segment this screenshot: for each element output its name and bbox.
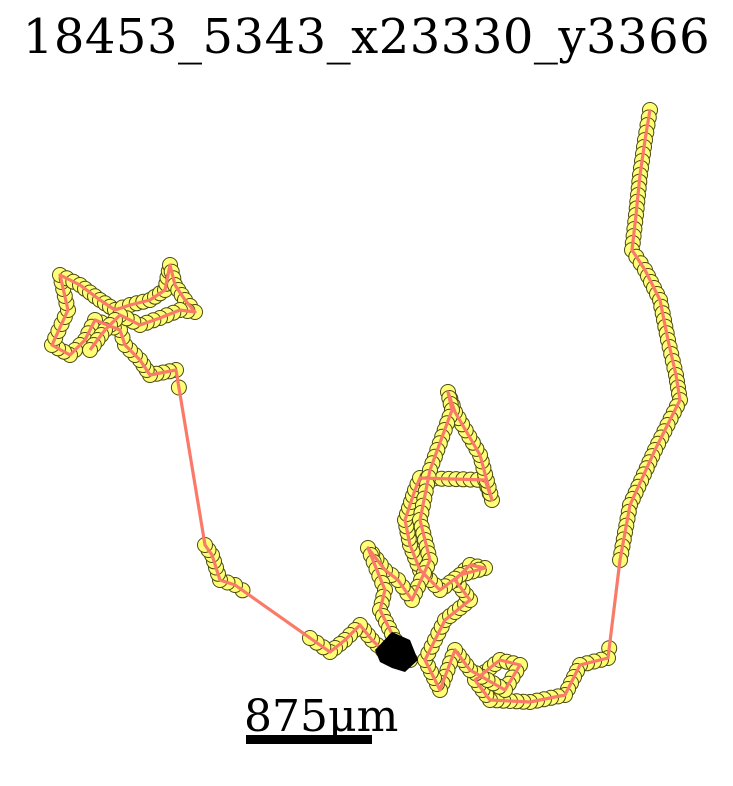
start-point-marker [375, 632, 418, 672]
track-points [44, 102, 688, 710]
start-marker [375, 632, 418, 672]
scale-bar [246, 735, 372, 744]
track-path [50, 109, 682, 704]
track-line [50, 109, 682, 704]
scale-bar-label: 875µm [244, 691, 399, 742]
plot-title: 18453_5343_x23330_y3366 [22, 9, 711, 65]
